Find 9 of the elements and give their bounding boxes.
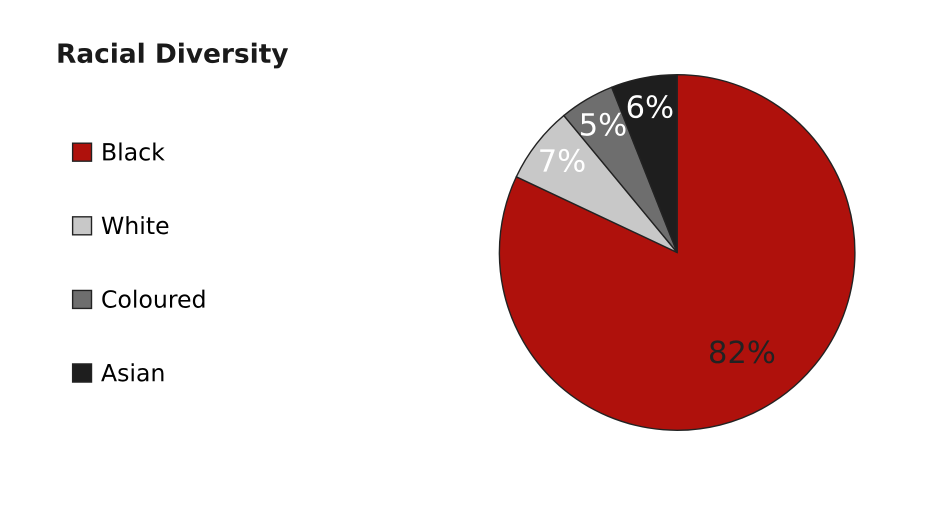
data-label: 6%	[628, 95, 672, 118]
data-label: 5%	[581, 112, 626, 136]
data-label: 82%	[710, 340, 774, 364]
legend-label: Coloured	[102, 290, 204, 308]
pie-slice	[498, 74, 856, 431]
legend-label: Black	[103, 142, 165, 161]
chart-title: Racial Diversity	[58, 42, 288, 68]
legend-label: Asian	[101, 363, 164, 382]
legend-label: White	[102, 216, 168, 234]
